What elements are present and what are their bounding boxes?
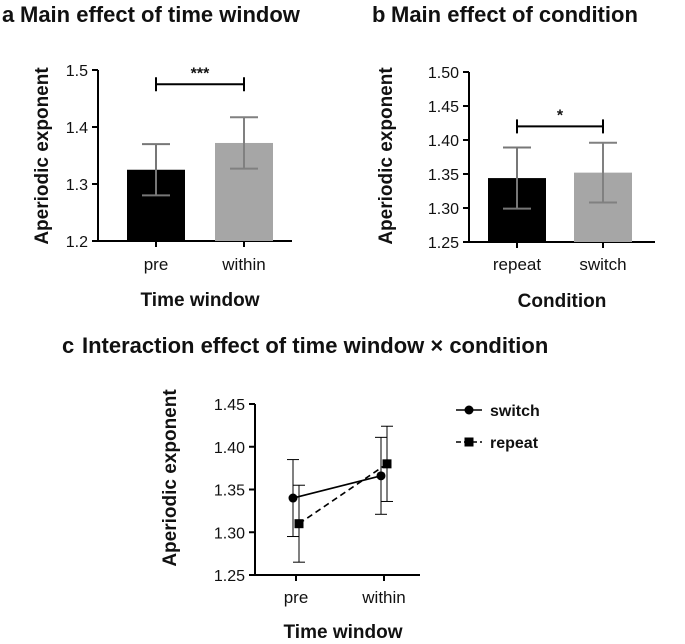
panel-a-ytick-label: 1.5 <box>66 63 88 80</box>
panel-c-plot: 1.25 1.30 1.35 1.40 1.45 pre within <box>214 397 420 607</box>
panel-b-ytick-label: 1.45 <box>428 99 459 116</box>
panel-a-plot: 1.2 1.3 1.4 1.5 pre within *** <box>66 63 292 274</box>
panel-a-title: Main effect of time window <box>20 2 301 27</box>
panel-c-ytick-label: 1.45 <box>214 397 245 414</box>
panel-a-ytick-label: 1.3 <box>66 177 88 194</box>
panel-b-category-label: switch <box>579 255 626 274</box>
panel-c-category-label: within <box>361 588 405 607</box>
panel-c-point-repeat <box>294 519 304 529</box>
panel-b-letter: b <box>372 2 385 27</box>
panel-a-sig-label: *** <box>191 65 210 82</box>
panel-b-ytick-label: 1.30 <box>428 201 459 218</box>
panel-a-ytick-label: 1.4 <box>66 120 88 137</box>
panel-b-ytick-label: 1.25 <box>428 235 459 252</box>
panel-c-ytick-label: 1.30 <box>214 525 245 542</box>
panel-b-ytick-label: 1.50 <box>428 65 459 82</box>
panel-c-point-repeat <box>382 459 392 469</box>
panel-b: b Main effect of condition Aperiodic exp… <box>372 2 655 312</box>
panel-c-letter: c <box>62 333 74 358</box>
panel-b-category-label: repeat <box>493 255 541 274</box>
panel-c-category-label: pre <box>284 588 309 607</box>
panel-c-legend: switch repeat <box>456 403 540 452</box>
legend-marker-repeat <box>464 437 474 447</box>
panel-c-ytick-label: 1.25 <box>214 568 245 585</box>
panel-c-point-switch <box>288 493 298 503</box>
panel-c-ytick-label: 1.35 <box>214 483 245 500</box>
panel-b-xlabel: Condition <box>518 291 607 312</box>
panel-c: c Interaction effect of time window × co… <box>62 333 548 643</box>
panel-c-series-line-repeat <box>298 463 388 525</box>
panel-a: a Main effect of time window Aperiodic e… <box>2 2 301 311</box>
panel-c-ylabel: Aperiodic exponent <box>160 389 181 567</box>
panel-c-point-switch <box>376 471 386 481</box>
panel-b-plot: 1.25 1.30 1.35 1.40 1.45 1.50 repeat switch * <box>428 65 655 274</box>
panel-b-ytick-label: 1.35 <box>428 167 459 184</box>
panel-a-xlabel: Time window <box>141 290 260 311</box>
panel-a-category-label: pre <box>144 255 169 274</box>
panel-c-title: Interaction effect of time window × cond… <box>82 333 548 358</box>
panel-b-title: Main effect of condition <box>391 2 638 27</box>
panel-a-ylabel: Aperiodic exponent <box>32 67 53 245</box>
panel-a-ytick-label: 1.2 <box>66 234 88 251</box>
panel-b-ytick-label: 1.40 <box>428 133 459 150</box>
panel-a-category-label: within <box>221 255 265 274</box>
panel-c-series-line-switch <box>292 475 382 499</box>
panel-a-letter: a <box>2 2 15 27</box>
panel-b-ylabel: Aperiodic exponent <box>376 67 397 245</box>
panel-b-sig-label: * <box>557 107 564 124</box>
panel-c-ytick-label: 1.40 <box>214 440 245 457</box>
legend-label-repeat: repeat <box>490 435 539 452</box>
legend-marker-switch <box>464 405 474 415</box>
panel-c-xlabel: Time window <box>284 622 403 643</box>
legend-label-switch: switch <box>490 403 540 420</box>
